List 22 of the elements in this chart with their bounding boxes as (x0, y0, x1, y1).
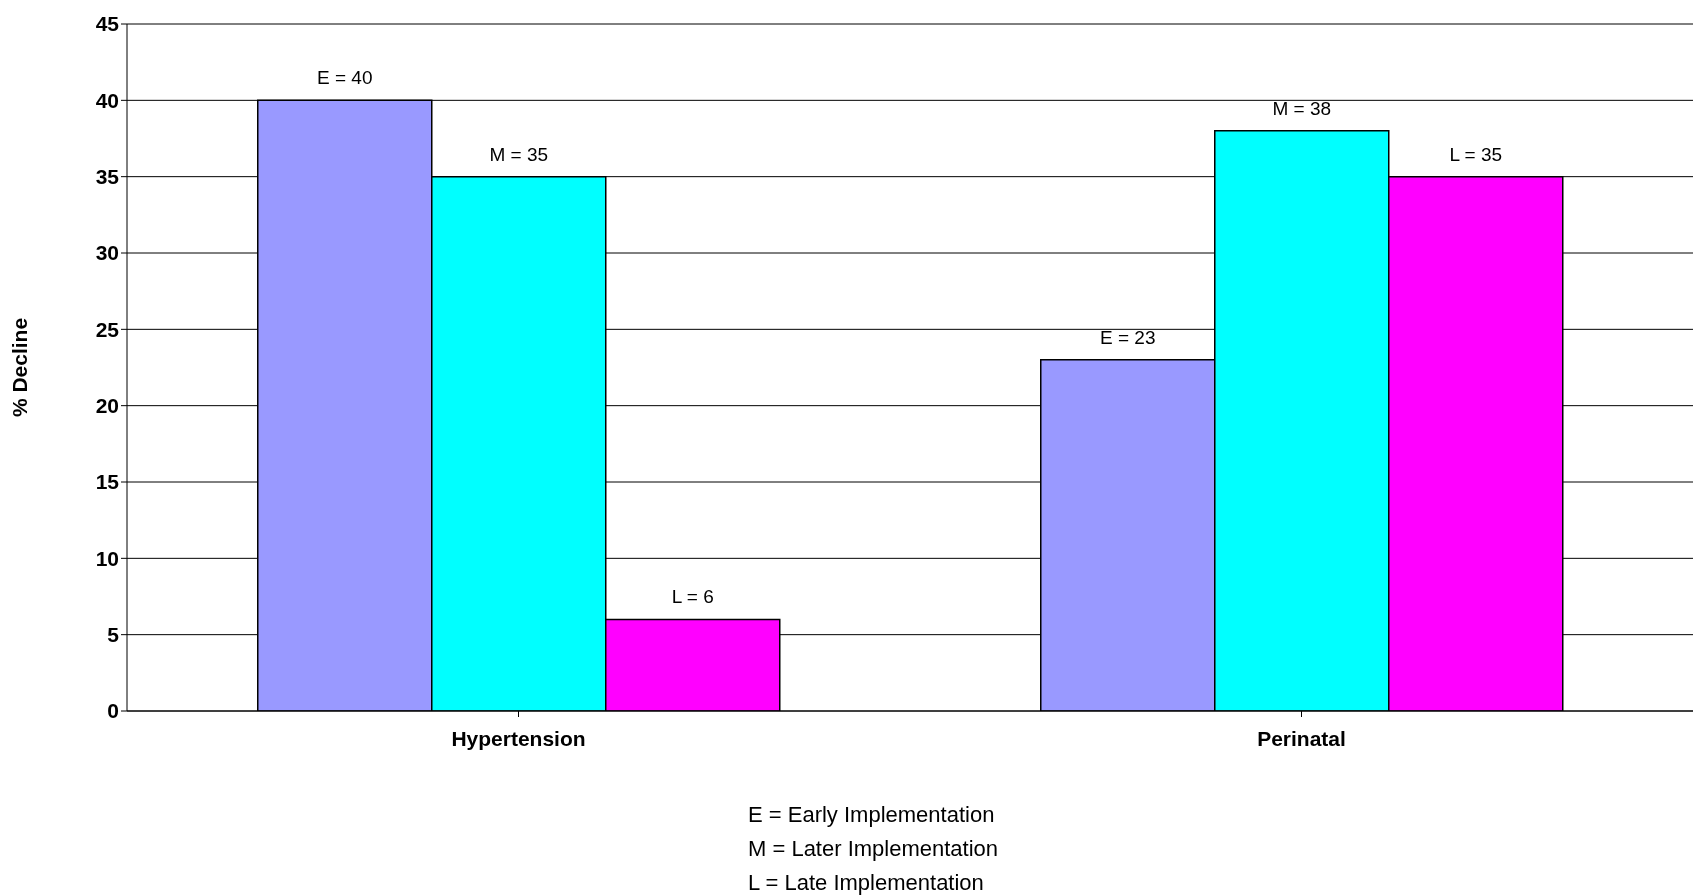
data-label: M = 38 (1272, 97, 1332, 119)
text: L = Late Implementation (748, 869, 985, 896)
y-tick-label: 10 (95, 546, 119, 570)
y-tick-label: 5 (107, 623, 120, 647)
text: E = Early Implementation (748, 801, 996, 829)
y-tick-label: 25 (95, 317, 120, 341)
y-axis-title: % Decline (8, 317, 32, 418)
y-tick-label: 0 (107, 699, 119, 723)
data-label: L = 35 (1449, 143, 1503, 165)
text: M = Later Implementation (748, 835, 999, 863)
y-tick-label: 30 (95, 241, 119, 265)
data-label: M = 35 (489, 143, 549, 165)
y-tick-label: 15 (95, 470, 120, 494)
y-tick-label: 20 (95, 394, 119, 418)
data-label: E = 40 (317, 67, 373, 89)
data-label: L = 6 (671, 586, 714, 608)
y-tick-label: 35 (95, 165, 120, 189)
x-tick-label: Hypertension (451, 726, 586, 750)
x-tick-label: Perinatal (1257, 726, 1346, 750)
y-tick-label: 40 (95, 88, 119, 112)
y-tick-label: 45 (95, 12, 120, 36)
data-label: E = 23 (1100, 326, 1156, 348)
